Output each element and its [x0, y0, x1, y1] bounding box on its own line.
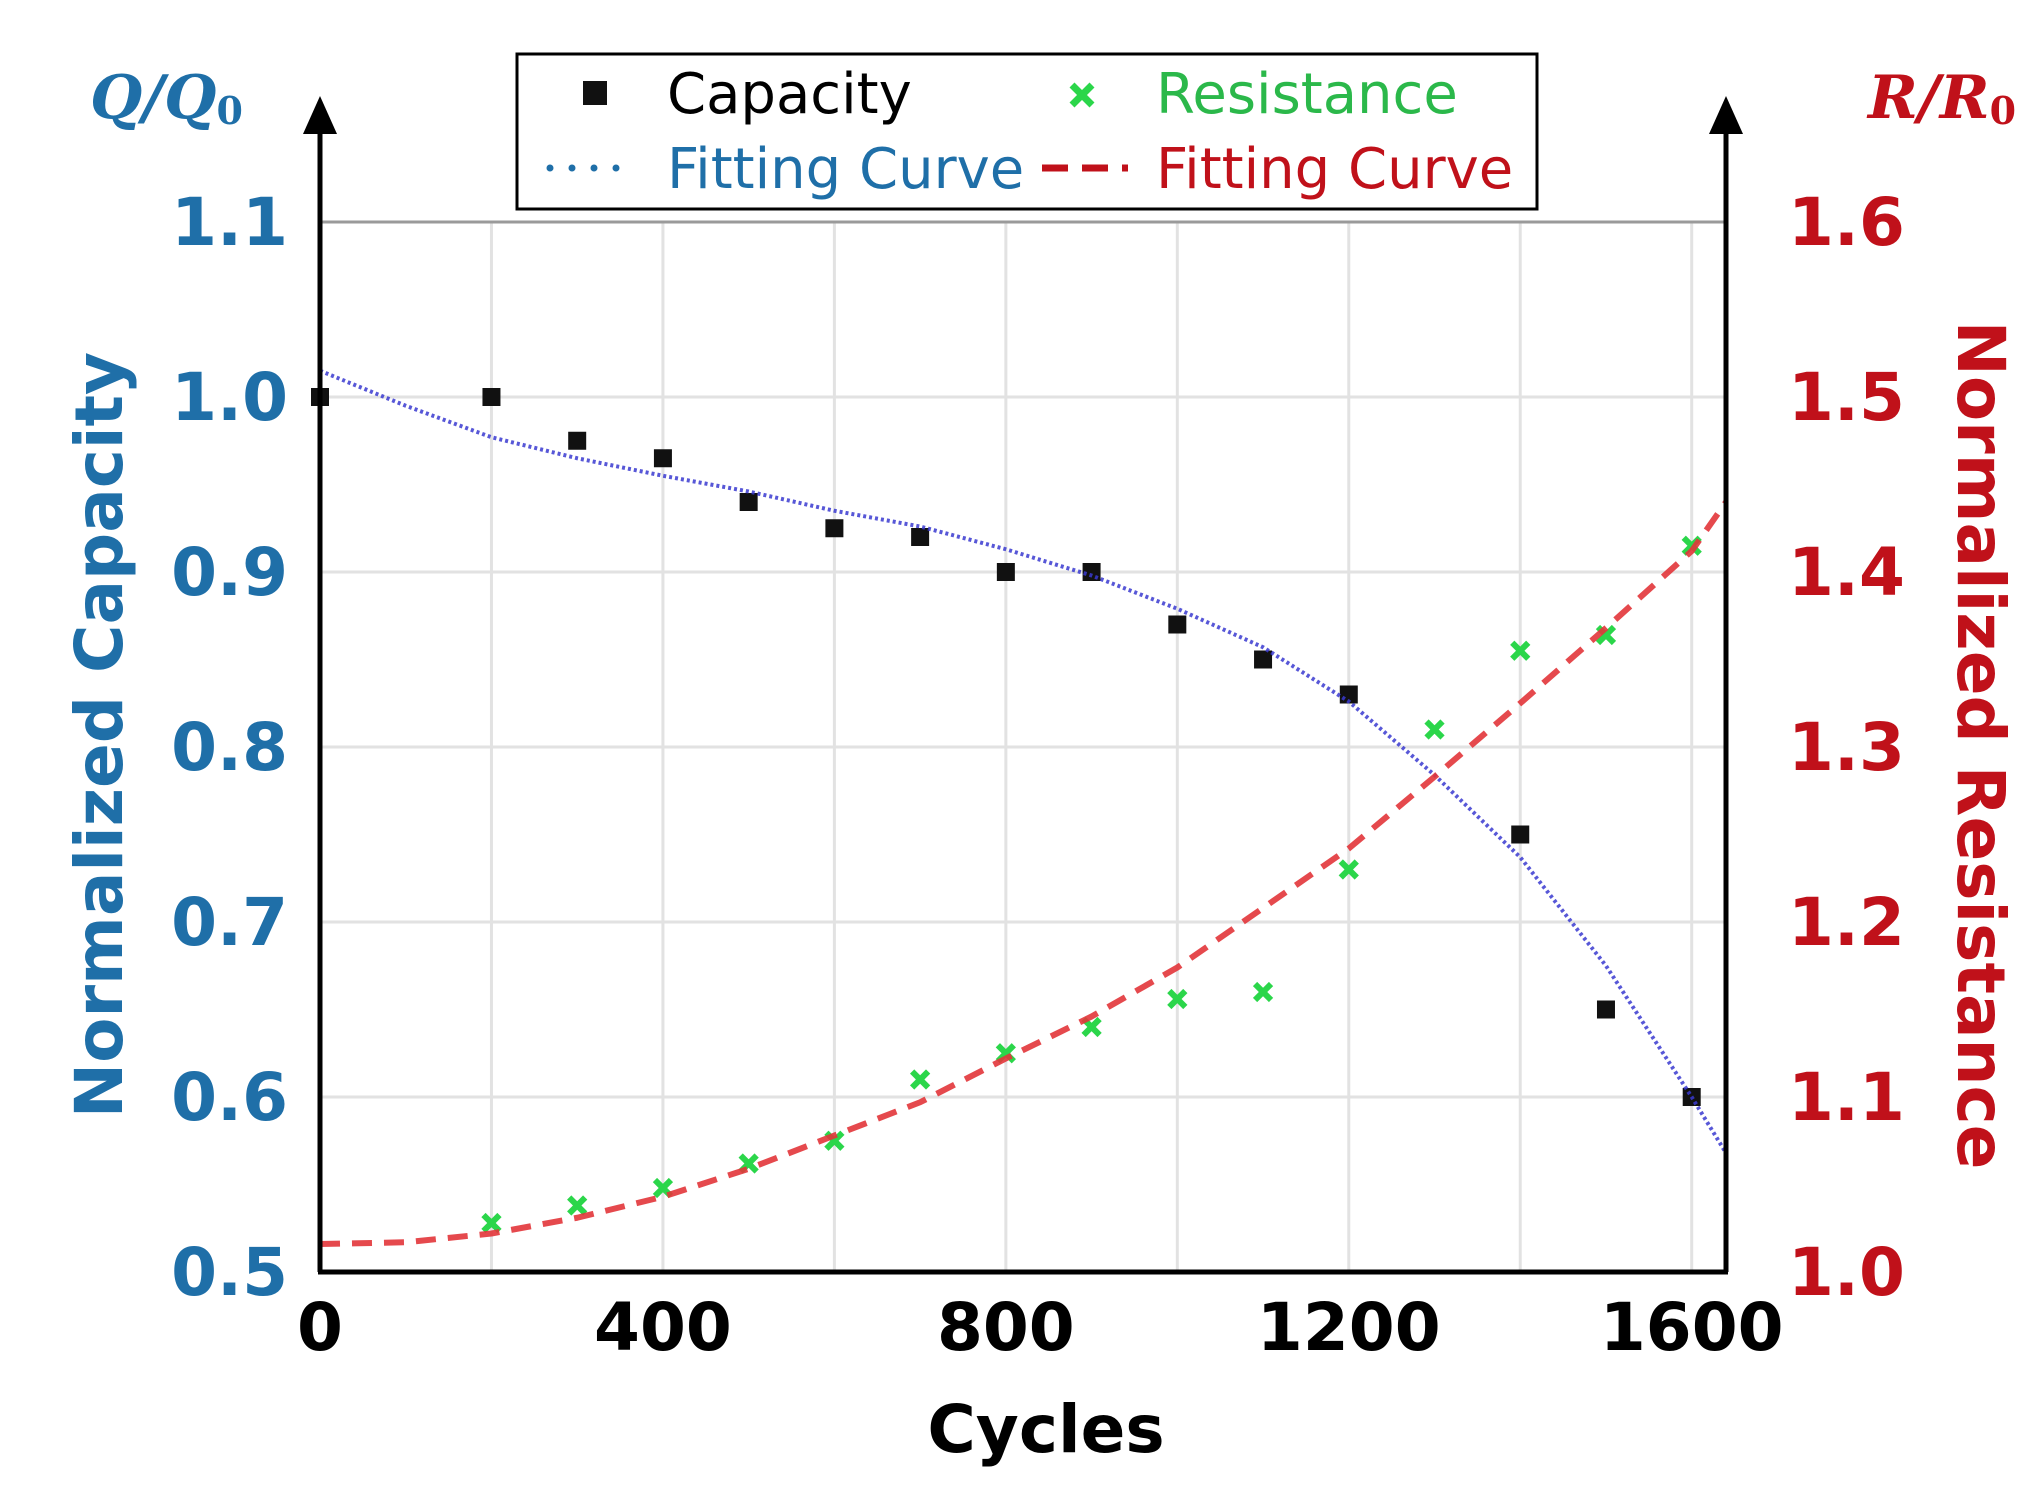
x-tick-label: 400 — [594, 1289, 732, 1366]
tick-labels: 0.5 0.6 0.7 0.8 0.9 1.0 1.1 1.0 1.1 1.2 1.3 1.4 1.5 1… — [171, 184, 1905, 1366]
legend-box — [515, 52, 1539, 211]
resistance-point — [1167, 988, 1188, 1010]
right-axis-symbol: R/R0 — [1866, 63, 2016, 133]
axes — [303, 96, 1743, 1275]
right-tick-label: 1.5 — [1788, 359, 1905, 436]
left-axis-symbol: Q/Q0 — [90, 63, 243, 133]
resistance-point — [1338, 859, 1359, 880]
left-tick-label: 0.9 — [171, 534, 288, 611]
resistance-point — [1424, 719, 1445, 740]
right-tick-label: 1.3 — [1788, 709, 1905, 786]
capacity-point — [996, 563, 1015, 581]
resistance-point — [1252, 981, 1274, 1003]
legend-capacity-fit-label: Fitting Curve — [667, 137, 1024, 202]
legend-capacity-label: Capacity — [667, 62, 912, 127]
capacity-point — [1168, 615, 1187, 634]
left-axis-title: Normalized Capacity — [61, 352, 138, 1118]
left-tick-label: 0.6 — [171, 1059, 288, 1136]
capacity-point — [911, 528, 930, 546]
x-tick-label: 0 — [297, 1289, 343, 1366]
left-axis-arrow — [303, 96, 337, 134]
left-axis-symbol-sub: 0 — [216, 88, 242, 133]
left-tick-label: 0.5 — [171, 1234, 288, 1311]
legend-resistance-label: Resistance — [1156, 62, 1458, 127]
capacity-point — [739, 493, 758, 511]
series-layer — [311, 368, 1729, 1247]
x-tick-label: 1600 — [1600, 1289, 1784, 1366]
resistance-point — [481, 1212, 502, 1234]
right-axis-symbol-main: R/R — [1866, 63, 1990, 133]
capacity-point — [825, 519, 844, 538]
x-axis-title: Cycles — [927, 1391, 1164, 1468]
capacity-point — [653, 449, 672, 468]
grid — [320, 220, 1726, 1272]
right-axis-title: Normalized Resistance — [1942, 321, 2019, 1170]
right-axis-symbol-sub: 0 — [1990, 88, 2016, 133]
right-tick-label: 1.1 — [1788, 1059, 1905, 1136]
capacity-point — [1511, 825, 1530, 844]
resistance-point — [567, 1195, 588, 1216]
legend: Capacity Resistance Fitting Curve Fittin… — [515, 52, 1539, 211]
capacity-point — [1596, 1000, 1615, 1019]
left-tick-label: 0.7 — [171, 884, 288, 961]
left-tick-label: 0.8 — [171, 709, 288, 786]
right-tick-label: 1.2 — [1788, 884, 1905, 961]
right-axis-arrow — [1709, 96, 1743, 134]
right-tick-label: 1.6 — [1788, 184, 1905, 261]
resistance-point — [910, 1069, 931, 1090]
left-axis-symbol-main: Q/Q — [90, 63, 216, 133]
x-tick-label: 1200 — [1257, 1289, 1441, 1366]
left-tick-label: 1.1 — [171, 184, 288, 261]
left-tick-label: 1.0 — [171, 359, 288, 436]
right-tick-label: 1.0 — [1788, 1234, 1905, 1311]
x-tick-label: 800 — [937, 1289, 1075, 1366]
capacity-point — [482, 388, 501, 406]
capacity-point — [1254, 650, 1273, 669]
legend-resistance-fit-label: Fitting Curve — [1156, 137, 1513, 202]
capacity-point — [568, 431, 587, 450]
right-tick-label: 1.4 — [1788, 534, 1905, 611]
resistance-point — [1510, 640, 1531, 661]
legend-capacity-marker — [583, 81, 607, 105]
legend-resistance-marker — [1069, 82, 1095, 108]
